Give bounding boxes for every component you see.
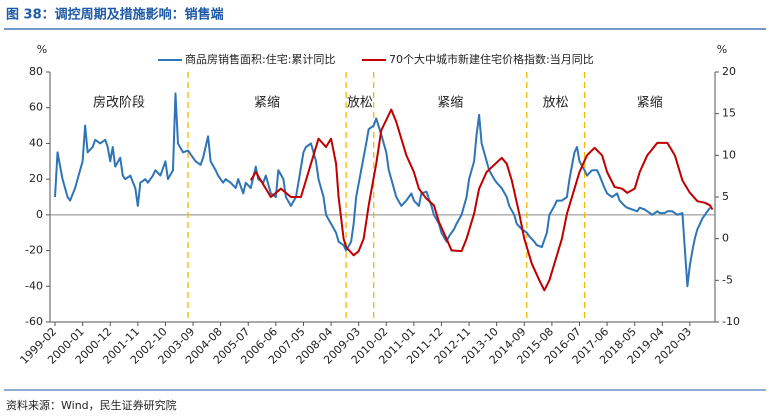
y-tick-label: 40 [29,136,43,149]
series-line [54,92,711,288]
phase-label: 放松 [347,96,373,111]
phase-label: 紧缩 [437,95,463,111]
phase-label: 房改阶段 [93,95,145,111]
y2-tick-label: -10 [722,315,740,328]
legend-label: 70个大中城市新建住宅价格指数:当月同比 [389,52,594,66]
y2-axis-label: % [717,43,727,56]
y-tick-label: 0 [36,208,43,221]
y-axis-label: % [37,43,47,56]
y-tick-label: -60 [25,315,43,328]
phase-label: 紧缩 [254,95,280,111]
y2-tick-label: 0 [722,232,729,245]
legend-label: 商品房销售面积:住宅:累计同比 [185,52,335,66]
y2-tick-label: -5 [722,273,733,286]
y2-tick-label: 10 [722,148,736,161]
y-tick-label: 20 [29,172,43,185]
series-line [249,108,714,292]
y2-tick-label: 15 [722,107,736,120]
source: 资料来源：Wind，民生证券研究院 [6,398,177,412]
chart-title: 图 38：调控周期及措施影响：销售端 [6,7,224,23]
y-tick-label: -40 [25,279,43,292]
phase-label: 紧缩 [637,95,663,111]
y-tick-label: 80 [29,65,43,78]
y-tick-label: 60 [29,101,43,114]
y-tick-label: -20 [25,244,43,257]
phase-label: 放松 [543,96,569,111]
y2-tick-label: 5 [722,190,729,203]
y2-tick-label: 20 [722,65,736,78]
